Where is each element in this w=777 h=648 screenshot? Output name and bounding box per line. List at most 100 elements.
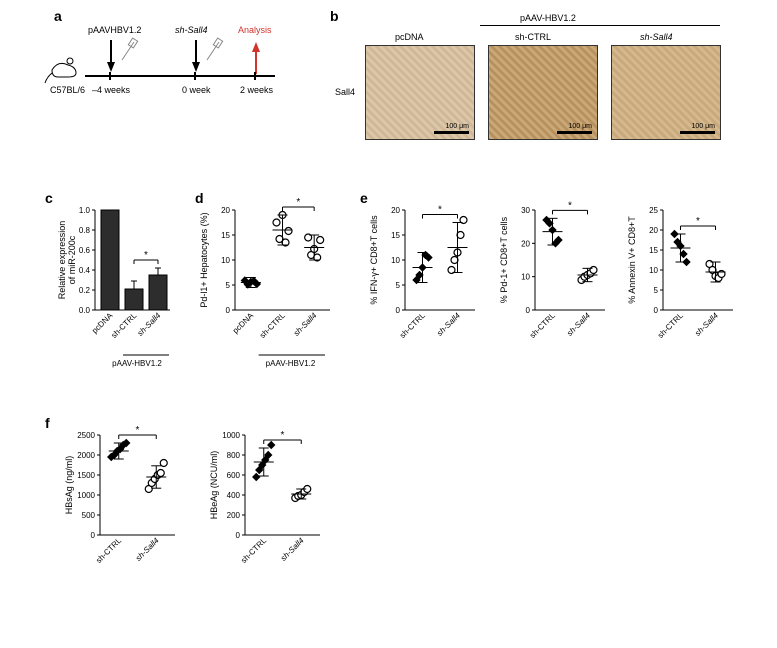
svg-text:of miR-200c: of miR-200c	[67, 235, 77, 284]
inject2-label: sh-Sall4	[175, 25, 208, 35]
svg-text:sh-CTRL: sh-CTRL	[258, 311, 287, 340]
svg-text:sh-CTRL: sh-CTRL	[239, 536, 268, 565]
cond0: pcDNA	[395, 32, 424, 42]
svg-text:sh-Sall4: sh-Sall4	[134, 536, 161, 563]
svg-text:sh-Sall4: sh-Sall4	[435, 311, 462, 338]
micrograph-shctrl: 100 μm	[488, 45, 598, 140]
svg-text:0.0: 0.0	[79, 306, 91, 315]
t1-label: –4 weeks	[92, 85, 130, 95]
svg-text:sh-Sall4: sh-Sall4	[279, 536, 306, 563]
svg-text:sh-CTRL: sh-CTRL	[398, 311, 427, 340]
group-bracket	[480, 25, 720, 26]
svg-text:*: *	[136, 425, 140, 436]
svg-text:sh-CTRL: sh-CTRL	[94, 536, 123, 565]
row-label: Sall4	[335, 87, 355, 97]
inject1-label: pAAVHBV1.2	[88, 25, 141, 35]
arrow3-shaft	[255, 52, 257, 74]
svg-text:sh-Sall4: sh-Sall4	[292, 311, 319, 338]
panel-e-label: e	[360, 190, 368, 206]
svg-text:*: *	[281, 430, 285, 441]
scale-bar	[557, 131, 592, 134]
tick3	[254, 72, 256, 80]
svg-text:5: 5	[396, 281, 401, 290]
panel-b-label: b	[330, 8, 339, 24]
svg-text:*: *	[144, 250, 148, 261]
svg-text:1000: 1000	[222, 431, 240, 440]
svg-text:5: 5	[226, 281, 231, 290]
svg-text:*: *	[438, 205, 442, 216]
scale-bar	[680, 131, 715, 134]
scale-text-1: 100 μm	[569, 123, 593, 130]
mouse-icon	[50, 55, 80, 80]
mouse-strain-label: C57BL/6	[50, 85, 85, 95]
svg-text:Relative expression: Relative expression	[57, 221, 67, 300]
svg-text:0: 0	[654, 306, 659, 315]
svg-text:20: 20	[221, 206, 230, 215]
svg-text:0.4: 0.4	[79, 266, 91, 275]
panel-f-label: f	[45, 415, 50, 431]
svg-text:20: 20	[649, 226, 658, 235]
svg-text:0: 0	[236, 531, 241, 540]
panel-b-group-label: pAAV-HBV1.2	[520, 13, 576, 23]
svg-text:1000: 1000	[77, 491, 95, 500]
svg-text:HBsAg (ng/ml): HBsAg (ng/ml)	[64, 456, 74, 515]
panel-e1-chart: 05101520sh-CTRLsh-Sall4*% IFN-γ+ CD8+T c…	[370, 200, 495, 400]
svg-text:*: *	[296, 197, 300, 208]
svg-text:0.2: 0.2	[79, 286, 91, 295]
arrow1-head	[107, 62, 115, 72]
t3-label: 2 weeks	[240, 85, 273, 95]
scale-text-0: 100 μm	[446, 123, 470, 130]
svg-text:0.8: 0.8	[79, 226, 91, 235]
arrow2-shaft	[195, 40, 197, 62]
svg-text:HBeAg (NCU/ml): HBeAg (NCU/ml)	[209, 451, 219, 520]
panel-d-chart: 05101520pcDNAsh-CTRLsh-Sall4*Pd-l1+ Hepa…	[200, 200, 355, 400]
svg-text:% Annexin V+ CD8+T: % Annexin V+ CD8+T	[627, 216, 637, 304]
svg-text:2000: 2000	[77, 451, 95, 460]
svg-text:20: 20	[521, 239, 530, 248]
svg-text:20: 20	[391, 206, 400, 215]
svg-text:10: 10	[391, 256, 400, 265]
svg-text:% Pd-1+ CD8+T cells: % Pd-1+ CD8+T cells	[499, 216, 509, 303]
timeline	[85, 75, 275, 77]
tick2	[194, 72, 196, 80]
panel-f1-chart: 05001000150020002500sh-CTRLsh-Sall4*HBsA…	[55, 425, 195, 630]
panel-a-label: a	[54, 8, 62, 24]
panel-e2-chart: 0102030sh-CTRLsh-Sall4*% Pd-1+ CD8+T cel…	[500, 200, 625, 400]
micrograph-shsall4: 100 μm	[611, 45, 721, 140]
svg-text:15: 15	[649, 246, 658, 255]
svg-text:5: 5	[654, 286, 659, 295]
svg-text:25: 25	[649, 206, 658, 215]
svg-text:% IFN-γ+ CD8+T cells: % IFN-γ+ CD8+T cells	[369, 215, 379, 305]
svg-text:10: 10	[521, 273, 530, 282]
arrow3-head	[252, 42, 260, 52]
panel-c-label: c	[45, 190, 53, 206]
svg-text:*: *	[696, 216, 700, 227]
scale-text-2: 100 μm	[692, 123, 716, 130]
svg-text:sh-CTRL: sh-CTRL	[109, 311, 138, 340]
svg-text:30: 30	[521, 206, 530, 215]
svg-text:10: 10	[649, 266, 658, 275]
scale-bar	[434, 131, 469, 134]
panel-f2-chart: 02004006008001000sh-CTRLsh-Sall4*HBeAg (…	[200, 425, 340, 630]
arrow1-shaft	[110, 40, 112, 62]
svg-text:200: 200	[227, 511, 241, 520]
svg-text:500: 500	[82, 511, 96, 520]
svg-text:sh-Sall4: sh-Sall4	[136, 311, 163, 338]
svg-text:600: 600	[227, 471, 241, 480]
svg-text:0.6: 0.6	[79, 246, 91, 255]
svg-text:pcDNA: pcDNA	[231, 311, 256, 336]
svg-text:sh-Sall4: sh-Sall4	[693, 311, 720, 338]
svg-text:sh-CTRL: sh-CTRL	[656, 311, 685, 340]
syringe1-icon	[120, 38, 138, 63]
svg-text:2500: 2500	[77, 431, 95, 440]
svg-text:Pd-l1+ Hepatocytes (%): Pd-l1+ Hepatocytes (%)	[199, 212, 209, 307]
analysis-label: Analysis	[238, 25, 272, 35]
svg-text:1.0: 1.0	[79, 206, 91, 215]
svg-text:15: 15	[221, 231, 230, 240]
svg-text:sh-Sall4: sh-Sall4	[565, 311, 592, 338]
svg-text:sh-CTRL: sh-CTRL	[528, 311, 557, 340]
syringe2-icon	[205, 38, 223, 63]
svg-text:pAAV-HBV1.2: pAAV-HBV1.2	[112, 359, 162, 368]
panel-e3-chart: 0 5 10 15 20 25 sh-CTRL sh-Sall4 * % Annexin V+ C…	[628, 200, 753, 400]
panel-c-chart: 0.00.20.40.60.81.0*pcDNAsh-CTRLsh-Sall4p…	[55, 200, 190, 400]
